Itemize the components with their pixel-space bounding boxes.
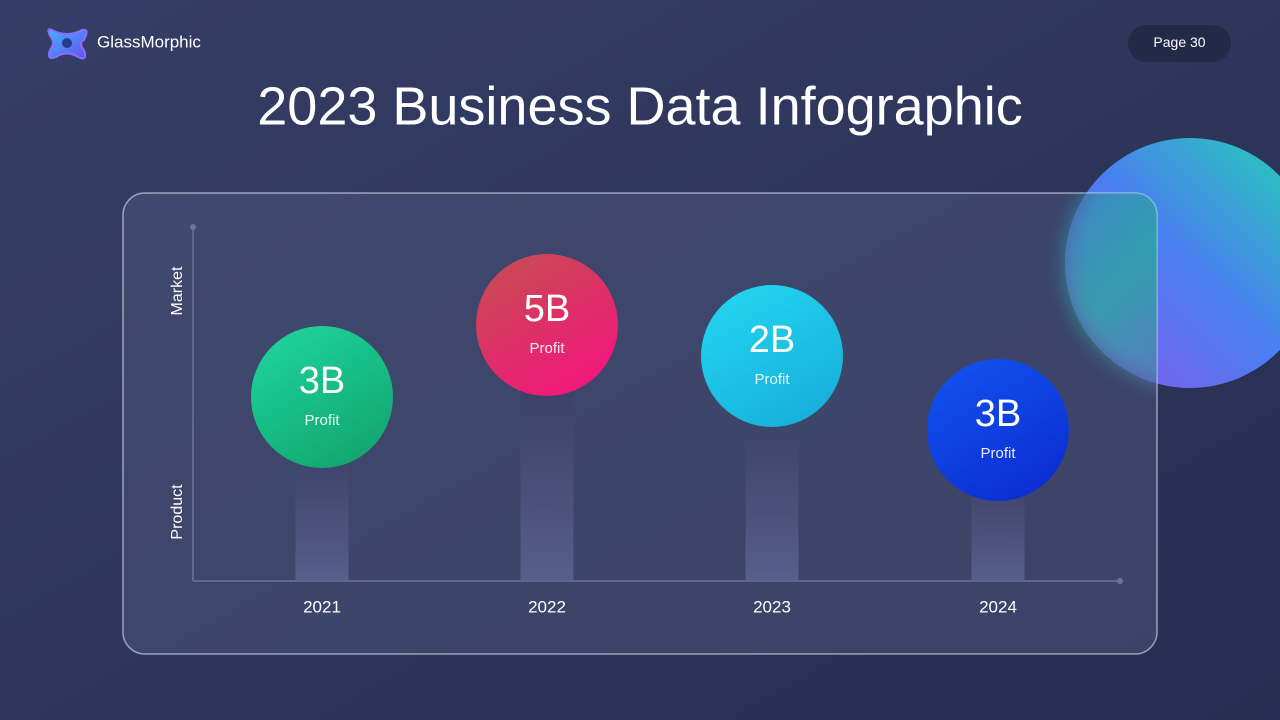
page-number: Page 30 xyxy=(1153,34,1205,50)
bubble xyxy=(251,326,393,468)
axis-top-label: Market xyxy=(169,266,186,315)
bubble xyxy=(927,359,1069,501)
bubble-label: Profit xyxy=(980,445,1016,462)
bubble xyxy=(476,254,618,396)
bubble-value: 5B xyxy=(524,288,570,330)
bubble-label: Profit xyxy=(529,340,565,357)
bubble-label: Profit xyxy=(304,412,340,429)
year-label: 2023 xyxy=(753,597,791,616)
year-label: 2021 xyxy=(303,597,341,616)
card xyxy=(122,192,1158,655)
bubble-label: Profit xyxy=(754,371,790,388)
bubble-value: 3B xyxy=(975,393,1021,435)
title: 2023 Business Data Infographic xyxy=(257,76,1023,136)
bubble-value: 2B xyxy=(749,319,795,361)
logo xyxy=(47,28,88,60)
year-label: 2022 xyxy=(528,597,566,616)
bubble-value: 3B xyxy=(299,360,345,402)
bubble xyxy=(701,285,843,427)
year-label: 2024 xyxy=(979,597,1017,616)
brand: GlassMorphic xyxy=(97,32,201,51)
axis-bottom-label: Product xyxy=(169,484,186,540)
items: 3B Profit 2021 5B Profit 2022 2B Profit 2023 3B Pr… xyxy=(251,254,1069,616)
page-badge xyxy=(1128,25,1231,62)
